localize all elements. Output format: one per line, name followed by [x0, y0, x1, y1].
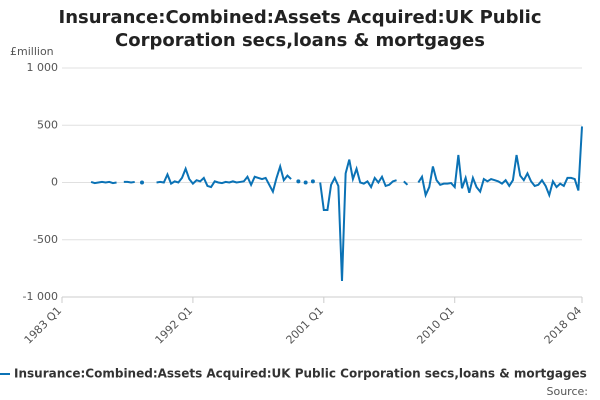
y-tick-label: -500 [33, 233, 58, 246]
y-tick-label: 0 [51, 176, 58, 189]
point [303, 180, 308, 185]
source: Source: [547, 385, 589, 398]
x-tick-label: 1983 Q1 [22, 304, 65, 347]
x-tick-label: 2001 Q1 [284, 304, 327, 347]
x-tick-label: 1992 Q1 [153, 304, 196, 347]
chart-title: Insurance:Combined:Assets Acquired:UK Pu… [58, 7, 542, 51]
point [310, 179, 315, 184]
series-line [90, 126, 583, 282]
x-tick-label: 2010 Q1 [414, 304, 457, 347]
point [296, 179, 301, 184]
y-axis-label: £million [10, 45, 54, 58]
y-tick-label: 500 [37, 118, 58, 131]
y-tick-label: 1 000 [27, 61, 59, 74]
x-tick-label: 2018 Q4 [542, 304, 585, 347]
y-tick-label: -1 000 [23, 290, 58, 303]
legend-label: Insurance:Combined:Assets Acquired:UK Pu… [14, 367, 587, 381]
point [140, 180, 144, 185]
